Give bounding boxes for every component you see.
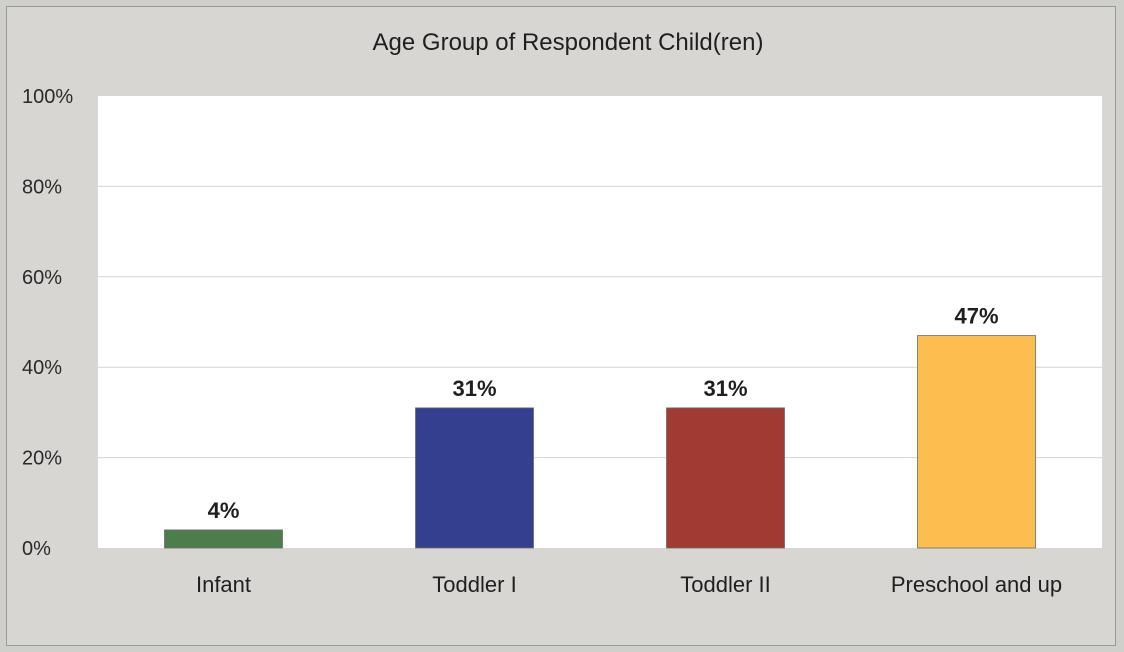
data-label: 31% (703, 376, 747, 401)
data-label: 4% (208, 498, 240, 523)
data-label: 47% (954, 304, 998, 329)
y-axis: 0% 20% 40% 60% 80% 100% (22, 86, 73, 560)
x-tick-label: Toddler I (432, 572, 516, 597)
bar (164, 529, 283, 549)
y-tick-label: 100% (22, 86, 73, 108)
y-tick-label: 20% (22, 448, 62, 470)
chart-title: Age Group of Respondent Child(ren) (373, 29, 764, 56)
x-tick-label: Infant (196, 572, 251, 597)
y-tick-label: 0% (22, 538, 51, 560)
x-tick-label: Toddler II (680, 572, 771, 597)
bar (415, 407, 534, 549)
x-tick-label: Preschool and up (891, 572, 1062, 597)
data-label: 31% (452, 376, 496, 401)
y-tick-label: 60% (22, 267, 62, 289)
y-tick-label: 80% (22, 176, 62, 198)
x-axis: Infant Toddler I Toddler II Preschool and u… (196, 572, 1062, 597)
bar (917, 335, 1036, 549)
bar (666, 407, 785, 549)
y-tick-label: 40% (22, 357, 62, 379)
data-labels: 4% 31% 31% 47% (208, 304, 999, 523)
bars (164, 335, 1036, 549)
